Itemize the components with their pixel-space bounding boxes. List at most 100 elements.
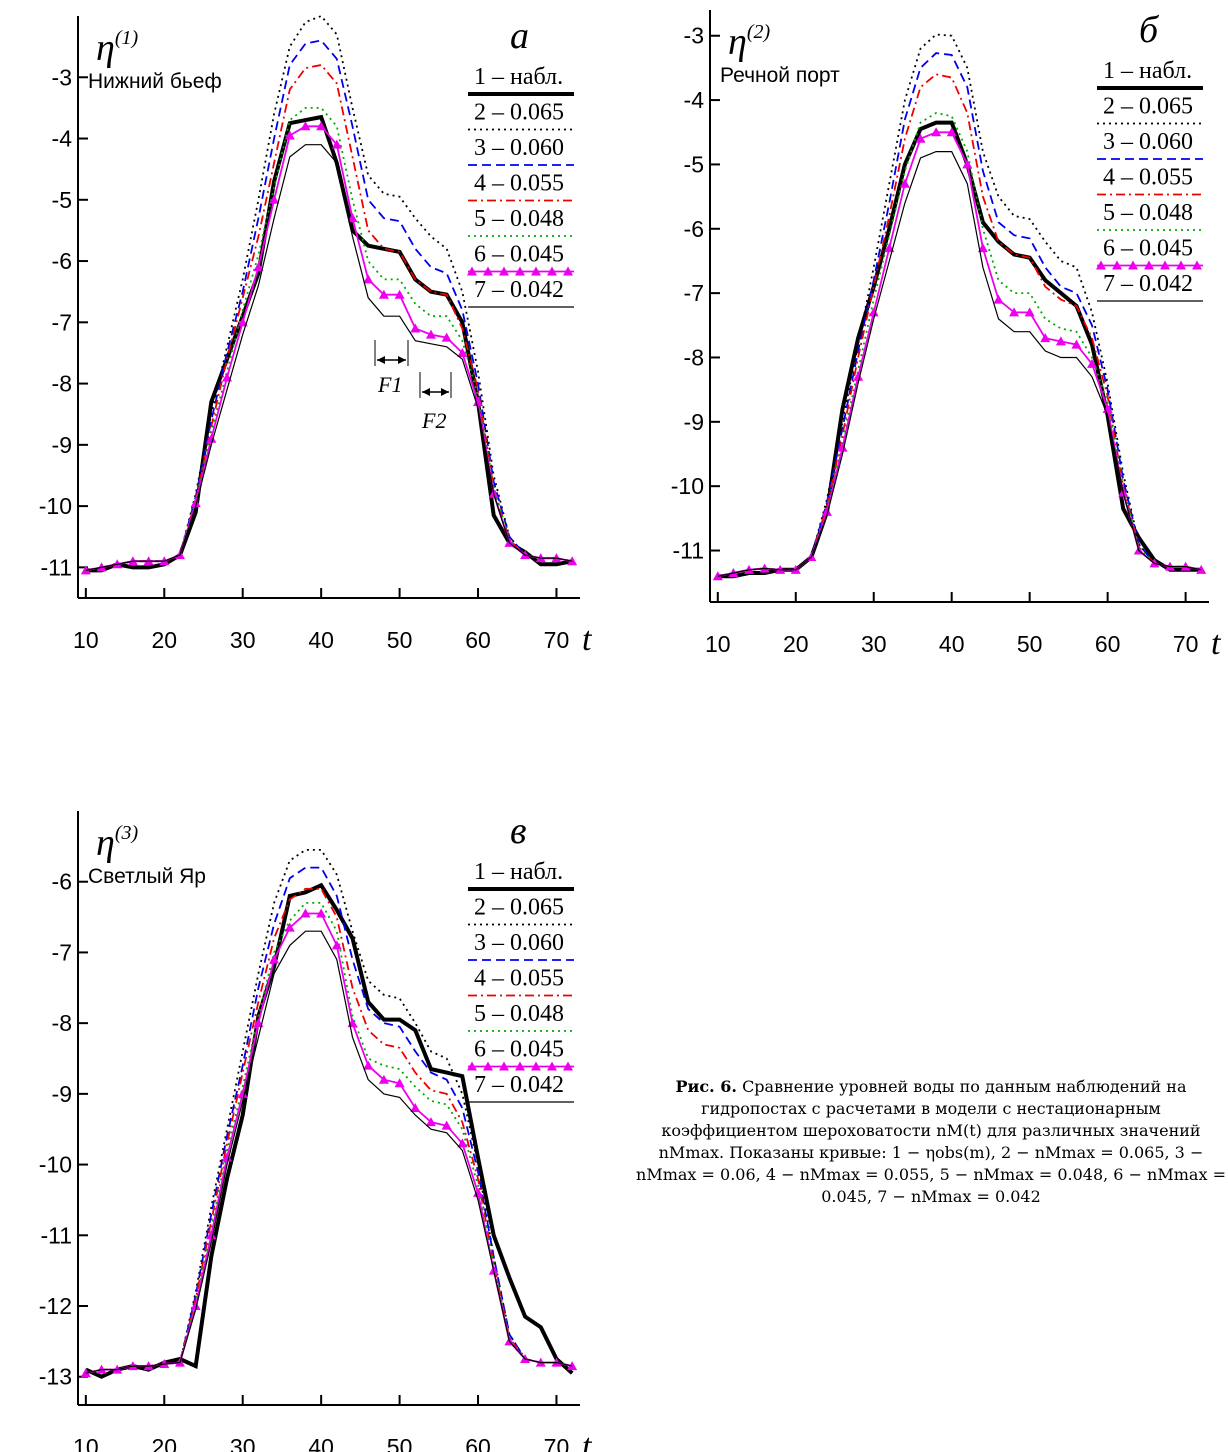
y-axis-label-index: (1) bbox=[115, 27, 139, 49]
annotation-arrowhead bbox=[377, 356, 406, 364]
marker bbox=[237, 317, 248, 327]
marker bbox=[868, 307, 879, 317]
legend-label: 7 – 0.042 bbox=[474, 1072, 564, 1098]
y-axis-label-index: (2) bbox=[747, 21, 771, 43]
legend-marker bbox=[547, 266, 557, 276]
marker bbox=[378, 1074, 389, 1084]
legend-label: 5 – 0.048 bbox=[1103, 200, 1193, 226]
y-tick-label: -5 bbox=[52, 187, 72, 213]
legend-label: 2 – 0.065 bbox=[474, 895, 564, 921]
marker bbox=[269, 954, 280, 964]
y-tick-label: -3 bbox=[684, 23, 704, 49]
y-axis-label-symbol: η bbox=[96, 822, 115, 864]
marker bbox=[222, 1152, 233, 1162]
y-tick-label: -11 bbox=[40, 554, 72, 580]
annotation-label: F2 bbox=[421, 408, 446, 433]
marker bbox=[962, 159, 973, 169]
marker bbox=[316, 121, 327, 131]
station-label: Нижний бьеф bbox=[88, 70, 222, 93]
legend-marker bbox=[1192, 260, 1202, 270]
marker bbox=[347, 213, 358, 223]
panel-letter: б bbox=[1139, 9, 1160, 51]
marker bbox=[473, 1187, 484, 1197]
y-tick-label: -12 bbox=[39, 1293, 72, 1319]
legend-marker bbox=[483, 1061, 493, 1071]
marker bbox=[457, 347, 468, 357]
legend-label: 5 – 0.048 bbox=[474, 206, 564, 232]
caption-label: Рис. 6. bbox=[675, 1077, 737, 1096]
legend-label: 6 – 0.045 bbox=[474, 1037, 564, 1063]
legend-marker bbox=[1096, 260, 1106, 270]
x-tick-label: 70 bbox=[544, 1434, 570, 1452]
legend-label: 1 – набл. bbox=[474, 64, 563, 90]
marker bbox=[457, 1138, 468, 1148]
y-tick-label: -6 bbox=[52, 869, 72, 895]
x-tick-label: 20 bbox=[151, 627, 177, 653]
y-axis-label-index: (3) bbox=[115, 822, 139, 844]
y-tick-label: -11 bbox=[672, 538, 704, 564]
station-label: Речной порт bbox=[720, 64, 840, 87]
legend-label: 6 – 0.045 bbox=[474, 242, 564, 268]
y-tick-label: -6 bbox=[52, 248, 72, 274]
series-line bbox=[85, 39, 573, 572]
legend-label: 2 – 0.065 bbox=[474, 100, 564, 126]
y-axis-label: η(1) bbox=[96, 27, 139, 69]
y-tick-label: -8 bbox=[52, 1010, 72, 1036]
legend-label: 7 – 0.042 bbox=[1103, 271, 1193, 297]
legend-marker bbox=[515, 266, 525, 276]
marker bbox=[915, 133, 926, 143]
x-tick-label: 70 bbox=[544, 627, 570, 653]
legend-marker bbox=[1112, 260, 1122, 270]
marker bbox=[237, 1088, 248, 1098]
x-tick-label: 40 bbox=[308, 627, 334, 653]
series-line bbox=[85, 887, 573, 1375]
y-axis-label-symbol: η bbox=[728, 21, 747, 63]
x-tick-label: 30 bbox=[861, 631, 887, 657]
legend-label: 2 – 0.065 bbox=[1103, 94, 1193, 120]
x-tick-label: 40 bbox=[308, 1434, 334, 1452]
marker bbox=[378, 289, 389, 299]
marker bbox=[1040, 333, 1051, 343]
y-tick-label: -13 bbox=[39, 1364, 72, 1390]
y-tick-label: -6 bbox=[684, 216, 704, 242]
x-tick-label: 20 bbox=[783, 631, 809, 657]
y-axis-label: η(3) bbox=[96, 822, 139, 864]
legend-label: 3 – 0.060 bbox=[1103, 129, 1193, 155]
marker bbox=[269, 194, 280, 204]
x-tick-label: 20 bbox=[151, 1434, 177, 1452]
y-tick-label: -10 bbox=[671, 473, 704, 499]
marker bbox=[931, 127, 942, 137]
y-tick-label: -5 bbox=[684, 151, 704, 177]
y-tick-label: -10 bbox=[39, 493, 72, 519]
legend-marker bbox=[467, 1061, 477, 1071]
y-tick-label: -7 bbox=[684, 280, 704, 306]
x-tick-label: 30 bbox=[230, 1434, 256, 1452]
legend-label: 3 – 0.060 bbox=[474, 135, 564, 161]
y-tick-label: -9 bbox=[684, 409, 704, 435]
x-tick-label: 30 bbox=[230, 627, 256, 653]
legend-marker bbox=[483, 266, 493, 276]
legend-label: 7 – 0.042 bbox=[474, 277, 564, 303]
legend-label: 6 – 0.045 bbox=[1103, 236, 1193, 262]
legend-marker bbox=[1176, 260, 1186, 270]
marker bbox=[441, 1120, 452, 1130]
y-tick-label: -11 bbox=[40, 1222, 72, 1248]
legend-marker bbox=[531, 266, 541, 276]
x-axis-label: t bbox=[582, 1428, 593, 1452]
legend-marker bbox=[563, 1061, 573, 1071]
marker bbox=[425, 329, 436, 339]
marker bbox=[473, 396, 484, 406]
marker bbox=[206, 1230, 217, 1240]
marker bbox=[946, 127, 957, 137]
marker bbox=[331, 139, 342, 149]
series-line bbox=[85, 144, 573, 571]
marker bbox=[363, 274, 374, 284]
annotation-label: F1 bbox=[377, 372, 402, 397]
series-line bbox=[84, 882, 574, 1379]
legend-marker bbox=[499, 266, 509, 276]
marker bbox=[316, 908, 327, 918]
marker bbox=[363, 1060, 374, 1070]
y-tick-label: -9 bbox=[52, 1081, 72, 1107]
marker bbox=[1009, 307, 1020, 317]
